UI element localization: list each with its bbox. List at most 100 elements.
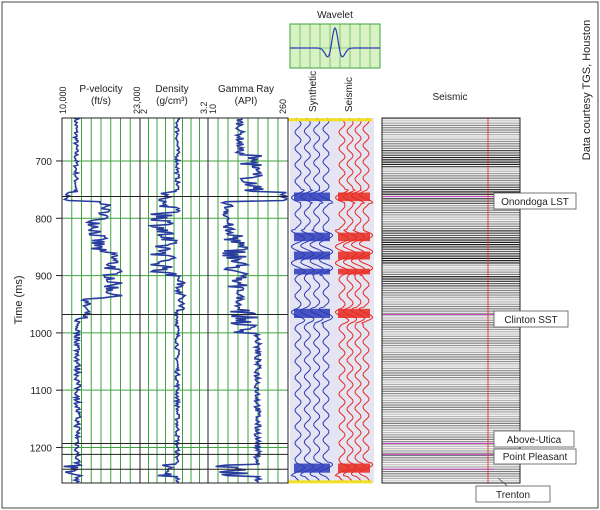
seismic-reflector xyxy=(382,246,520,248)
time-tick-label: 800 xyxy=(35,214,52,225)
seismic-wiggle xyxy=(342,117,358,483)
seismic-reflector xyxy=(382,477,520,479)
seismic-reflector xyxy=(382,372,520,374)
seismic-wiggle-peak xyxy=(338,463,370,473)
seismic-reflector xyxy=(382,466,520,468)
horizon-clinton-box xyxy=(493,310,569,328)
seismic-reflector xyxy=(382,358,520,360)
synthetic-wiggle-peak xyxy=(294,463,330,473)
seismic-reflector xyxy=(382,269,520,271)
seismic-reflector xyxy=(382,344,520,347)
seismic-reflector xyxy=(382,147,520,149)
horizon-clinton-label: Clinton SST xyxy=(504,315,557,326)
seismic-reflector xyxy=(382,260,520,262)
seismic-reflector xyxy=(382,326,520,328)
seismic-reflector xyxy=(382,305,520,308)
gamma-ray-curve xyxy=(215,118,288,483)
seismic-reflector xyxy=(382,166,520,168)
seismic-reflector xyxy=(382,209,520,211)
seismic-reflector xyxy=(382,216,520,218)
horizon-point-pleasant: Point Pleasant xyxy=(493,448,577,465)
seismic-reflector xyxy=(382,292,520,294)
seismic-reflector xyxy=(382,198,520,200)
horizon-above-utica: Above-Utica xyxy=(493,430,575,448)
seismic-reflector xyxy=(382,383,520,386)
seismic-reflector xyxy=(382,225,520,227)
seismic-reflector xyxy=(382,152,520,154)
seismic-wiggle-peak xyxy=(338,232,370,242)
seismic-reflector xyxy=(382,402,520,404)
time-tick-label: 1200 xyxy=(30,443,53,454)
seismic-section-title: Seismic xyxy=(432,92,467,103)
seismic-reflector xyxy=(382,182,520,184)
synthetic-wiggle xyxy=(300,117,315,483)
seismic-reflector xyxy=(382,232,520,234)
seismic-reflector xyxy=(382,134,520,136)
seismic-reflector xyxy=(382,161,520,163)
seismic-reflector xyxy=(382,200,520,202)
seismic-reflector xyxy=(382,299,520,301)
seismic-reflector xyxy=(382,211,520,214)
seismic-reflector xyxy=(382,386,520,388)
seismic-reflector xyxy=(382,184,520,186)
seismic-reflector xyxy=(382,131,520,133)
seismic-reflector xyxy=(382,360,520,363)
seismic-reflector xyxy=(382,136,520,138)
gamma-header: Gamma Ray (API) 10 260 xyxy=(208,84,288,114)
seismic-reflector xyxy=(382,381,520,383)
synthetic-wiggle-peak xyxy=(294,251,330,260)
horizon-onondoga: Onondoga LST xyxy=(493,192,577,210)
seismic-reflector xyxy=(382,294,520,296)
seismic-reflector xyxy=(382,173,520,175)
seismic-reflector xyxy=(382,464,520,466)
seismic-reflector xyxy=(382,179,520,182)
seismic-reflector xyxy=(382,443,520,445)
seismic-reflector xyxy=(382,189,520,191)
synthetic-wiggle-peak xyxy=(294,232,330,242)
seismic-reflector xyxy=(382,454,520,457)
seismic-reflector xyxy=(382,473,520,475)
synthetic-wiggle xyxy=(290,117,306,483)
pvel-min-label: 10,000 xyxy=(58,86,68,114)
seismic-reflector xyxy=(382,312,520,314)
seismic-reflector xyxy=(382,328,520,331)
seismic-reflector xyxy=(382,303,520,305)
seismic-reflector xyxy=(382,420,520,422)
seismic-reflector xyxy=(382,205,520,207)
seismic-reflector xyxy=(382,425,520,427)
seismic-reflector xyxy=(382,409,520,411)
seismic-reflector xyxy=(382,321,520,324)
seismic-reflector xyxy=(382,356,520,358)
seismic-reflector xyxy=(382,354,520,356)
seismic-reflector xyxy=(382,475,520,477)
seismic-wiggle xyxy=(334,117,350,483)
seismic-reflector xyxy=(382,461,520,463)
seismic-reflector xyxy=(382,159,520,161)
seismic-reflector xyxy=(382,427,520,429)
seismic-reflector xyxy=(382,335,520,337)
horizon-point-pleasant-label: Point Pleasant xyxy=(503,452,568,463)
seismic-reflector xyxy=(382,448,520,450)
seismic-reflector xyxy=(382,223,520,225)
seismic-reflector xyxy=(382,397,520,399)
seismic-reflector xyxy=(382,250,520,253)
seismic-reflector xyxy=(382,457,520,459)
seismic-reflector xyxy=(382,143,520,145)
seismic-reflector xyxy=(382,266,520,269)
seismic-reflector xyxy=(382,452,520,454)
seismic-reflector xyxy=(382,191,520,193)
horizon-onondoga-label: Onondoga LST xyxy=(501,197,569,208)
horizon-clinton: Clinton SST xyxy=(493,310,569,328)
horizon-above-utica-box xyxy=(493,430,575,448)
seismic-wiggle-peak xyxy=(338,192,370,202)
seismic-reflector xyxy=(382,379,520,381)
seismic-reflector xyxy=(382,156,520,159)
seismic-reflector xyxy=(382,438,520,441)
seismic-reflector xyxy=(382,351,520,353)
seismic-reflector xyxy=(382,434,520,436)
seismic-wiggle-peak xyxy=(338,308,370,318)
wavelet-box xyxy=(289,23,381,69)
dens-max-label: 3.2 xyxy=(199,101,209,114)
seismic-trace-title: Seismic xyxy=(344,77,355,112)
seismic-reflector xyxy=(382,388,520,390)
